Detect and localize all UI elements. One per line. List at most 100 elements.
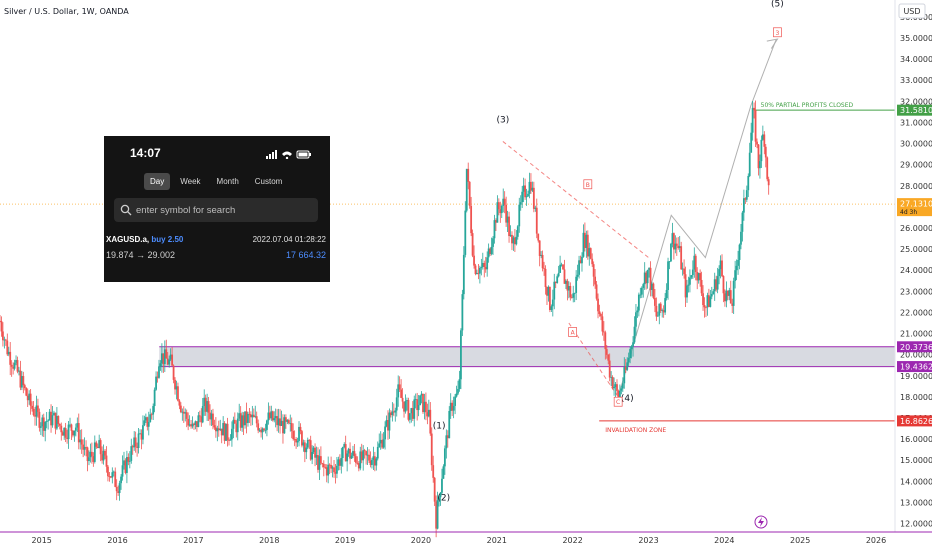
candle-body: [486, 257, 489, 270]
candle-body: [29, 393, 32, 406]
candle-body: [760, 139, 763, 162]
candle-body: [395, 397, 398, 411]
candle-body: [522, 185, 525, 192]
candle-body: [635, 312, 637, 327]
candle-body: [340, 457, 343, 466]
candle-body: [289, 423, 292, 424]
candle-body: [761, 134, 764, 140]
candle-body: [680, 246, 683, 270]
candle-body: [6, 340, 9, 355]
candle-body: [672, 233, 675, 250]
trade-row[interactable]: XAGUSD.a, buy 2.50 2022.07.04 01:28:22: [106, 235, 328, 244]
candle-body: [255, 416, 258, 424]
candle-body: [508, 216, 510, 237]
candle-body: [244, 411, 246, 426]
candle-body: [257, 423, 260, 431]
candle-body: [408, 413, 411, 420]
currency-label: USD: [903, 7, 920, 16]
candle-body: [578, 260, 580, 275]
candle-body: [200, 416, 203, 423]
candle-body: [664, 298, 667, 313]
candle-body: [658, 303, 661, 316]
candle-body: [715, 279, 718, 290]
candle-body: [254, 416, 257, 418]
trade-result-row: 19.874 → 29.002 17 664.32: [106, 250, 328, 260]
candle-body: [442, 466, 445, 479]
candle-body: [407, 400, 410, 420]
candle-body: [627, 358, 630, 363]
lightning-icon[interactable]: [754, 515, 768, 529]
candle-body: [487, 248, 490, 258]
candle-body: [28, 393, 31, 401]
price-axis[interactable]: [895, 0, 932, 532]
candle-body: [357, 463, 360, 469]
candle-body: [427, 409, 430, 417]
candle-body: [324, 467, 327, 468]
currency-button[interactable]: [898, 3, 926, 19]
candle-body: [433, 477, 436, 502]
candle-body: [248, 413, 251, 415]
candle-body: [134, 437, 137, 447]
candle-body: [143, 420, 146, 426]
candle-body: [155, 376, 157, 390]
candle-body: [35, 405, 38, 417]
candle-body: [242, 415, 245, 426]
candle-body: [241, 415, 244, 428]
candle-body: [619, 390, 621, 398]
candle-body: [738, 244, 741, 260]
candle-body: [509, 234, 512, 237]
candle-body: [153, 389, 156, 407]
candle-body: [515, 236, 518, 245]
candle-body: [296, 440, 299, 443]
x-tick-label: 2018: [259, 536, 279, 545]
candle-body: [729, 290, 732, 304]
candle-body: [4, 339, 7, 341]
candle-body: [480, 267, 483, 268]
candle-body: [178, 400, 181, 406]
candle-body: [626, 362, 629, 370]
tab-day[interactable]: Day: [144, 173, 171, 190]
candle-body: [261, 428, 264, 433]
candle-body: [621, 383, 624, 389]
wave-label: (3): [496, 115, 509, 125]
candle-body: [196, 421, 198, 427]
candle-body: [169, 354, 172, 360]
candle-body: [492, 238, 494, 247]
candle-body: [34, 415, 36, 417]
correction-line-ac: [568, 322, 619, 398]
candle-body: [314, 447, 316, 458]
candle-body: [187, 418, 190, 426]
candle-body: [57, 415, 60, 424]
candle-body: [566, 280, 569, 291]
tab-month[interactable]: Month: [216, 177, 239, 186]
candle-body: [689, 277, 691, 285]
candle-body: [158, 366, 160, 378]
candle-body: [684, 274, 687, 298]
candle-body: [96, 446, 99, 449]
candle-body: [133, 437, 136, 448]
x-tick-label: 2022: [562, 536, 582, 545]
candle-body: [648, 267, 650, 271]
abc-label-box: [773, 27, 782, 38]
candle-body: [373, 456, 376, 466]
tab-week[interactable]: Week: [180, 177, 201, 186]
candle-body: [111, 472, 114, 478]
candle-body: [375, 458, 378, 466]
symbol-search-input[interactable]: enter symbol for search: [114, 198, 318, 222]
candle-body: [722, 276, 725, 294]
candle-body: [305, 447, 308, 453]
candle-body: [584, 232, 586, 248]
y-tick-label: 25.00000: [900, 245, 932, 254]
candle-body: [763, 134, 766, 147]
candle-body: [207, 401, 210, 413]
candle-body: [163, 349, 166, 365]
tab-custom[interactable]: Custom: [254, 177, 283, 186]
candle-body: [136, 446, 139, 448]
candle-body: [217, 428, 220, 431]
candle-body: [687, 284, 690, 286]
candle-body: [439, 492, 442, 498]
candle-body: [162, 353, 165, 365]
candle-body: [121, 465, 124, 477]
